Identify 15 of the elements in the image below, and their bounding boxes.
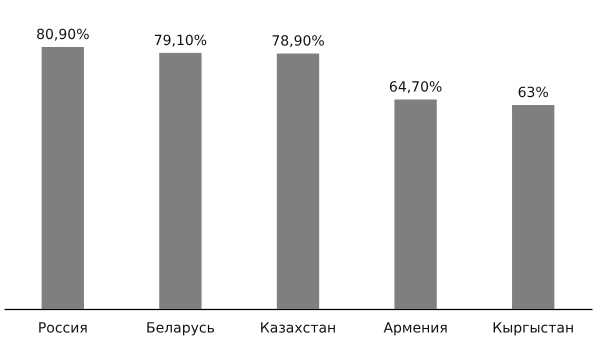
bar (276, 53, 320, 309)
data-label: 80,90% (36, 27, 90, 43)
bar (394, 99, 437, 309)
x-tick-label: Беларусь (146, 320, 215, 336)
bar (42, 47, 84, 309)
x-tick-label: Казахстан (260, 320, 336, 336)
bar (512, 104, 554, 309)
bar (159, 52, 202, 309)
data-label: 64,70% (388, 79, 442, 96)
x-tick-label: Кыргыстан (492, 320, 574, 336)
data-label: 63% (518, 84, 549, 101)
x-tick-label: Армения (383, 320, 448, 336)
data-label: 78,90% (271, 33, 325, 50)
data-label: 79,10% (154, 32, 208, 49)
x-tick-label: Россия (38, 320, 88, 336)
